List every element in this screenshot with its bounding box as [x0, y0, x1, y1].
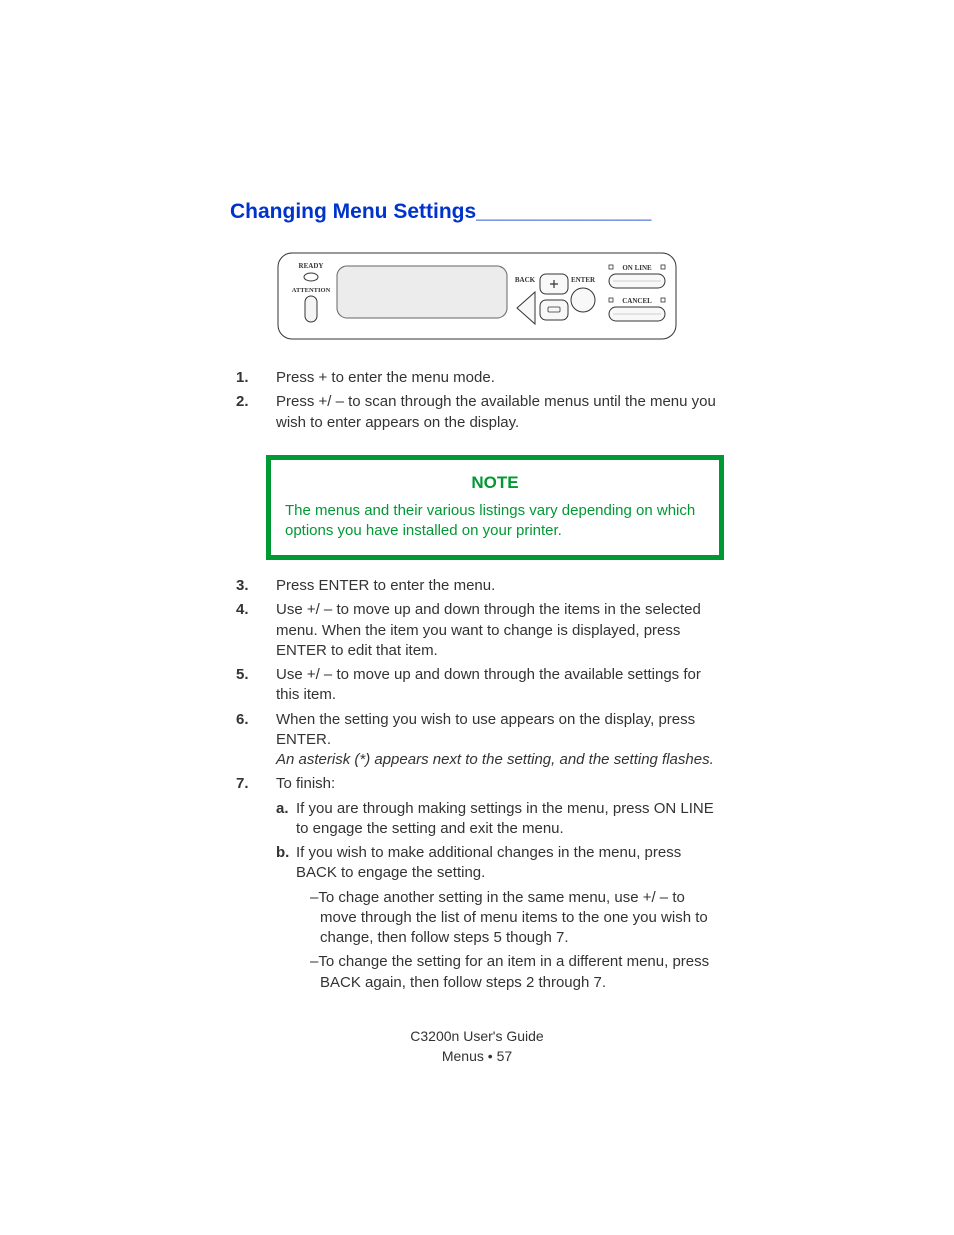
subitem-a: a. If you are through making settings in…: [276, 799, 724, 840]
step-6: 6. When the setting you wish to use appe…: [230, 710, 724, 771]
step-body: To finish: a. If you are through making …: [276, 774, 724, 1001]
document-page: Changing Menu Settings_______________ RE…: [0, 0, 954, 1146]
ready-label: READY: [299, 262, 324, 270]
step-italic: An asterisk (*) appears next to the sett…: [276, 751, 714, 768]
note-title: NOTE: [285, 472, 705, 495]
attention-label: ATTENTION: [292, 287, 331, 294]
sublabel: a.: [276, 799, 296, 840]
note-body: The menus and their various listings var…: [285, 501, 705, 542]
back-label: BACK: [515, 276, 536, 284]
step-number: 1.: [230, 368, 276, 388]
sublist: a. If you are through making settings in…: [276, 799, 724, 997]
step-2: 2. Press +/ – to scan through the availa…: [230, 392, 724, 433]
enter-button-icon: [571, 288, 595, 312]
online-label: ON LINE: [622, 264, 652, 272]
note-box: NOTE The menus and their various listing…: [266, 455, 724, 560]
step-number: 5.: [230, 665, 276, 706]
subitem-b: b. If you wish to make additional change…: [276, 843, 724, 997]
title-underline: _______________: [476, 200, 651, 223]
dashlist: –To chage another setting in the same me…: [310, 888, 724, 993]
control-panel-diagram: READY ATTENTION BACK ENTER ON LINE CANCE…: [277, 252, 677, 348]
step-text: To finish:: [276, 775, 335, 792]
step-text: Use +/ – to move up and down through the…: [276, 600, 724, 661]
page-title: Changing Menu Settings_______________: [230, 200, 724, 224]
steps-list-1: 1. Press + to enter the menu mode. 2. Pr…: [230, 368, 724, 433]
step-number: 2.: [230, 392, 276, 433]
enter-label: ENTER: [571, 276, 596, 284]
step-number: 3.: [230, 576, 276, 596]
footer-section: Menus •: [442, 1048, 497, 1064]
step-number: 6.: [230, 710, 276, 771]
footer-line2: Menus • 57: [230, 1047, 724, 1067]
lcd-screen: [337, 266, 507, 318]
step-text: Press ENTER to enter the menu.: [276, 576, 724, 596]
title-text: Changing Menu Settings: [230, 200, 476, 223]
dashitem: –To chage another setting in the same me…: [310, 888, 724, 949]
step-number: 4.: [230, 600, 276, 661]
step-5: 5. Use +/ – to move up and down through …: [230, 665, 724, 706]
subbody: If you wish to make additional changes i…: [296, 843, 724, 997]
subbody: If you are through making settings in th…: [296, 799, 724, 840]
step-text: Press +/ – to scan through the available…: [276, 392, 724, 433]
page-footer: C3200n User's Guide Menus • 57: [230, 1027, 724, 1066]
step-7: 7. To finish: a. If you are through maki…: [230, 774, 724, 1001]
step-text: Press + to enter the menu mode.: [276, 368, 724, 388]
footer-line1: C3200n User's Guide: [230, 1027, 724, 1047]
attention-led: [305, 296, 317, 322]
step-number: 7.: [230, 774, 276, 1001]
step-body: When the setting you wish to use appears…: [276, 710, 724, 771]
page-number: 57: [497, 1048, 513, 1064]
cancel-label: CANCEL: [622, 297, 652, 305]
step-1: 1. Press + to enter the menu mode.: [230, 368, 724, 388]
step-text: Use +/ – to move up and down through the…: [276, 665, 724, 706]
step-text: When the setting you wish to use appears…: [276, 711, 695, 748]
subbody-text: If you wish to make additional changes i…: [296, 844, 681, 881]
step-3: 3. Press ENTER to enter the menu.: [230, 576, 724, 596]
dashitem: –To change the setting for an item in a …: [310, 952, 724, 993]
sublabel: b.: [276, 843, 296, 997]
step-4: 4. Use +/ – to move up and down through …: [230, 600, 724, 661]
steps-list-2: 3. Press ENTER to enter the menu. 4. Use…: [230, 576, 724, 1001]
